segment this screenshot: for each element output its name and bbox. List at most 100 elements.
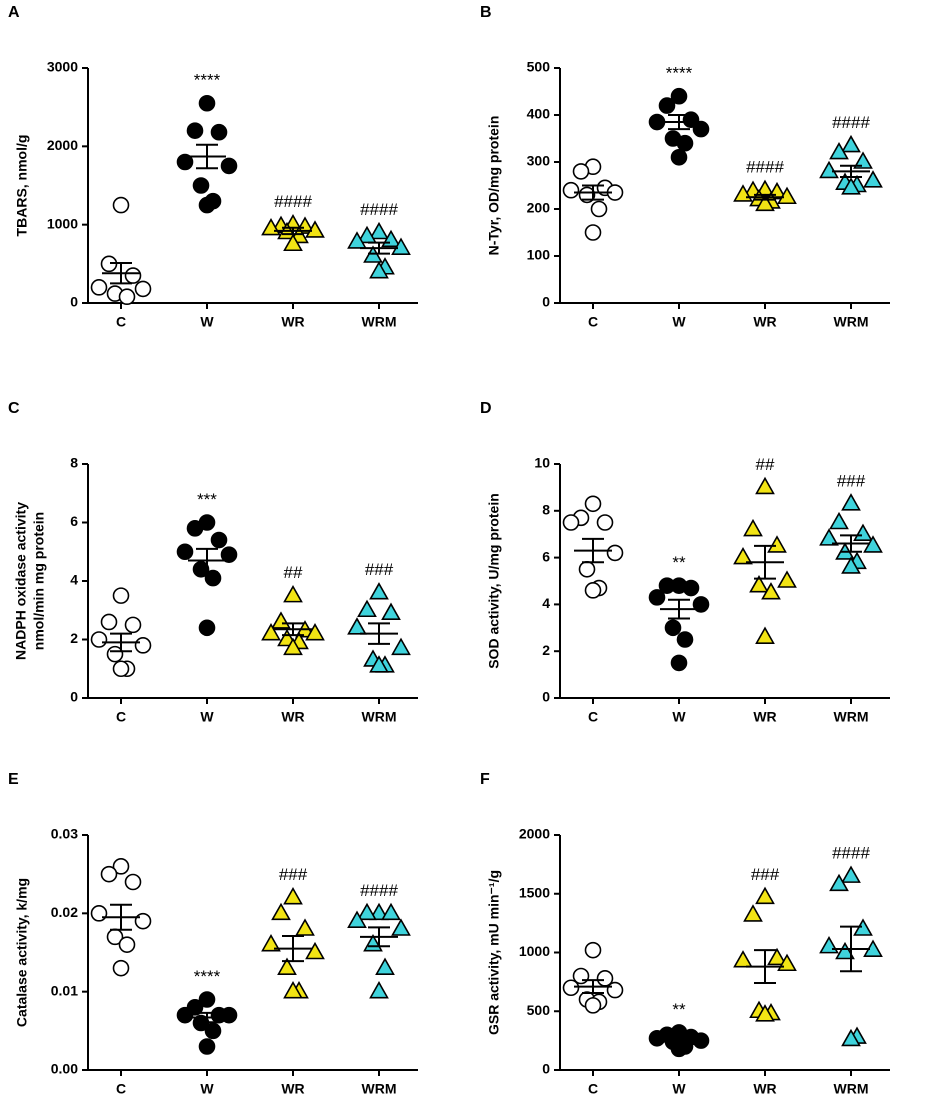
- point: [176, 1006, 194, 1024]
- point: [670, 654, 688, 672]
- point: [584, 582, 602, 599]
- y-tick-label: 10: [534, 455, 550, 471]
- point: [100, 865, 118, 883]
- point: [819, 160, 839, 179]
- x-tick-label: WRM: [834, 709, 869, 725]
- point: [743, 904, 763, 922]
- point: [305, 623, 325, 641]
- point: [755, 626, 775, 644]
- point: [271, 902, 291, 921]
- point: [369, 261, 389, 279]
- point: [606, 981, 624, 999]
- point: [283, 981, 303, 999]
- y-tick-label: 8: [70, 455, 78, 471]
- point: [819, 528, 839, 546]
- point: [733, 950, 753, 968]
- y-axis-label: N-Tyr, OD/mg protein: [486, 116, 502, 256]
- point: [829, 141, 849, 160]
- x-tick-label: W: [200, 1081, 214, 1097]
- point: [578, 560, 596, 578]
- point: [572, 163, 590, 180]
- point: [375, 957, 395, 975]
- point: [90, 905, 108, 922]
- y-tick-label: 2000: [47, 137, 78, 153]
- point: [283, 233, 303, 252]
- point: [186, 520, 204, 537]
- y-axis-label: Catalase activity, k/mg: [14, 878, 30, 1027]
- point: [777, 570, 797, 588]
- x-tick-label: W: [200, 314, 214, 330]
- point: [835, 941, 855, 960]
- point: [841, 1028, 861, 1047]
- x-tick-label: W: [672, 1081, 686, 1097]
- point: [369, 582, 389, 600]
- point: [277, 957, 297, 975]
- point: [733, 546, 753, 565]
- y-tick-label: 100: [527, 247, 551, 263]
- x-tick-label: WRM: [362, 709, 397, 725]
- annotation: **: [672, 1000, 686, 1019]
- y-tick-label: 1000: [47, 215, 78, 231]
- point: [283, 585, 303, 603]
- y-tick-label: 0.01: [51, 982, 78, 998]
- point: [134, 912, 152, 930]
- point: [204, 1022, 222, 1040]
- annotation: ###: [365, 560, 394, 579]
- point: [819, 936, 839, 954]
- point: [192, 177, 210, 194]
- y-tick-label: 2: [542, 642, 550, 658]
- x-tick-label: WR: [281, 709, 304, 725]
- point: [658, 577, 676, 594]
- point: [369, 221, 389, 240]
- y-tick-label: 0: [70, 689, 78, 705]
- annotation: ##: [756, 455, 775, 474]
- y-tick-label: 0.03: [51, 826, 78, 842]
- panel: B 0 100 200 300 400 500 N-Tyr, OD/mg protein C W *…: [480, 4, 890, 330]
- x-tick-label: C: [116, 709, 126, 725]
- panel-label: B: [480, 4, 492, 21]
- point: [755, 476, 775, 495]
- point: [112, 858, 130, 875]
- point: [584, 997, 602, 1014]
- point: [841, 493, 861, 511]
- point: [271, 611, 291, 629]
- point: [369, 902, 389, 921]
- point: [369, 655, 389, 673]
- y-tick-label: 4: [70, 572, 78, 588]
- point: [676, 134, 694, 152]
- point: [391, 918, 411, 936]
- point: [853, 151, 873, 169]
- point: [767, 947, 787, 966]
- annotation: ****: [194, 967, 221, 986]
- y-tick-label: 200: [527, 200, 551, 216]
- panel-label: A: [8, 4, 20, 21]
- point: [357, 902, 377, 921]
- y-tick-label: 0: [542, 1061, 550, 1077]
- x-tick-label: W: [672, 709, 686, 725]
- y-axis-label: GSR activity, mU min⁻¹/g: [486, 870, 502, 1035]
- point: [584, 941, 602, 959]
- point: [381, 602, 401, 620]
- point: [853, 523, 873, 542]
- point: [562, 514, 580, 531]
- point: [829, 511, 849, 530]
- point: [596, 514, 614, 531]
- point: [777, 186, 797, 205]
- annotation: ####: [360, 881, 398, 900]
- y-tick-label: 300: [527, 153, 551, 169]
- point: [381, 902, 401, 921]
- point: [124, 267, 142, 284]
- x-tick-label: WRM: [834, 1081, 869, 1097]
- point: [357, 599, 377, 618]
- annotation: ####: [746, 158, 784, 177]
- x-tick-label: C: [116, 314, 126, 330]
- y-tick-label: 0.02: [51, 904, 78, 920]
- point: [198, 196, 216, 214]
- annotation: ****: [666, 64, 693, 83]
- point: [283, 887, 303, 905]
- point: [357, 225, 377, 244]
- point: [176, 543, 194, 561]
- y-tick-label: 0: [70, 294, 78, 310]
- x-tick-label: W: [672, 314, 686, 330]
- y-tick-label: 6: [70, 513, 78, 529]
